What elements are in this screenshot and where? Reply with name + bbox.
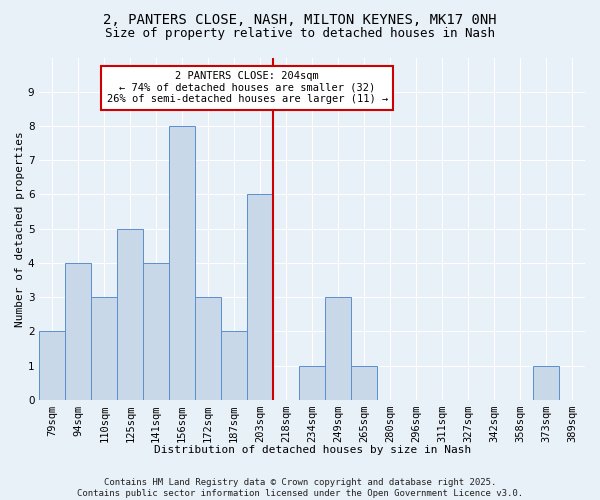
Text: 2 PANTERS CLOSE: 204sqm
← 74% of detached houses are smaller (32)
26% of semi-de: 2 PANTERS CLOSE: 204sqm ← 74% of detache…	[107, 71, 388, 104]
Bar	[91, 297, 117, 400]
Bar	[221, 332, 247, 400]
Bar	[247, 194, 273, 400]
Bar	[39, 332, 65, 400]
Bar	[533, 366, 559, 400]
Bar	[169, 126, 195, 400]
Bar	[195, 297, 221, 400]
Y-axis label: Number of detached properties: Number of detached properties	[15, 131, 25, 326]
Text: Size of property relative to detached houses in Nash: Size of property relative to detached ho…	[105, 28, 495, 40]
Bar	[299, 366, 325, 400]
Bar	[65, 263, 91, 400]
Text: Contains HM Land Registry data © Crown copyright and database right 2025.
Contai: Contains HM Land Registry data © Crown c…	[77, 478, 523, 498]
Bar	[117, 228, 143, 400]
Bar	[325, 297, 351, 400]
Text: 2, PANTERS CLOSE, NASH, MILTON KEYNES, MK17 0NH: 2, PANTERS CLOSE, NASH, MILTON KEYNES, M…	[103, 12, 497, 26]
X-axis label: Distribution of detached houses by size in Nash: Distribution of detached houses by size …	[154, 445, 471, 455]
Bar	[143, 263, 169, 400]
Bar	[351, 366, 377, 400]
